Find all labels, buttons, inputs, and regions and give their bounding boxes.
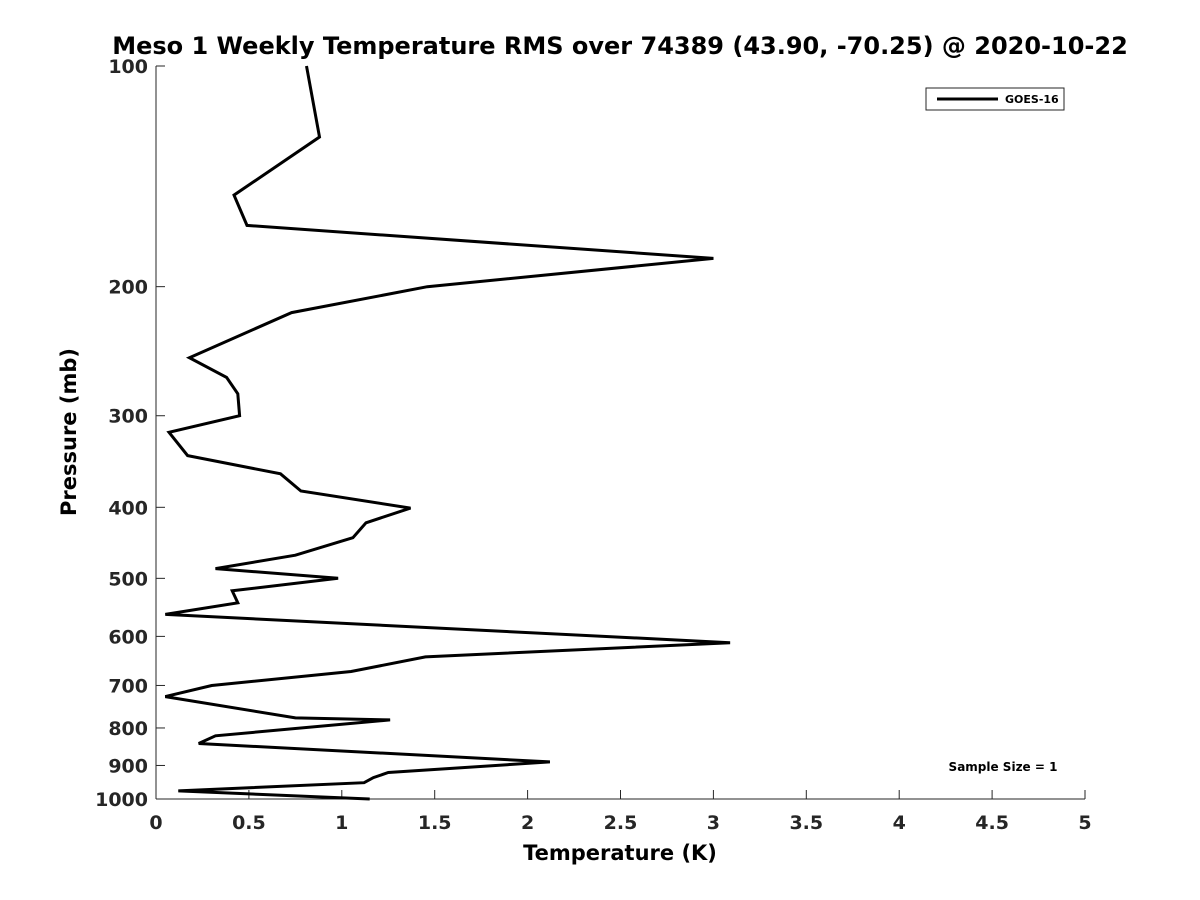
y-axis-ticks: 100 200 300 400 500 600 700 800 900 1000 xyxy=(95,56,165,811)
y-tick-label: 300 xyxy=(108,406,148,428)
y-tick-label: 100 xyxy=(108,56,148,78)
y-tick-label: 700 xyxy=(108,675,148,697)
x-tick-label: 5 xyxy=(1078,812,1091,834)
x-tick-label: 3 xyxy=(707,812,720,834)
y-tick-label: 600 xyxy=(108,626,148,648)
x-tick-label: 0.5 xyxy=(232,812,266,834)
y-tick-label: 500 xyxy=(108,568,148,590)
y-tick-label: 900 xyxy=(108,755,148,777)
x-axis-label: Temperature (K) xyxy=(523,841,717,865)
legend: GOES-16 xyxy=(925,87,1065,111)
x-tick-label: 2 xyxy=(521,812,534,834)
x-tick-label: 1.5 xyxy=(418,812,452,834)
y-tick-label: 200 xyxy=(108,277,148,299)
legend-label-goes-16: GOES-16 xyxy=(1005,93,1059,106)
sample-size-annotation: Sample Size = 1 xyxy=(949,760,1058,774)
series-points xyxy=(165,65,731,800)
y-axis-label: Pressure (mb) xyxy=(57,348,81,516)
y-tick-label: 800 xyxy=(108,718,148,740)
x-tick-label: 0 xyxy=(149,812,162,834)
y-tick-label: 400 xyxy=(108,497,148,519)
x-tick-label: 1 xyxy=(335,812,348,834)
x-tick-label: 4 xyxy=(893,812,906,834)
chart-title: Meso 1 Weekly Temperature RMS over 74389… xyxy=(112,32,1128,60)
x-axis-ticks: 0 0.5 1 1.5 2 2.5 3 3.5 4 4.5 5 xyxy=(149,790,1092,834)
x-tick-label: 3.5 xyxy=(789,812,823,834)
y-tick-label: 1000 xyxy=(95,789,148,811)
x-tick-label: 2.5 xyxy=(604,812,638,834)
x-tick-label: 4.5 xyxy=(975,812,1009,834)
